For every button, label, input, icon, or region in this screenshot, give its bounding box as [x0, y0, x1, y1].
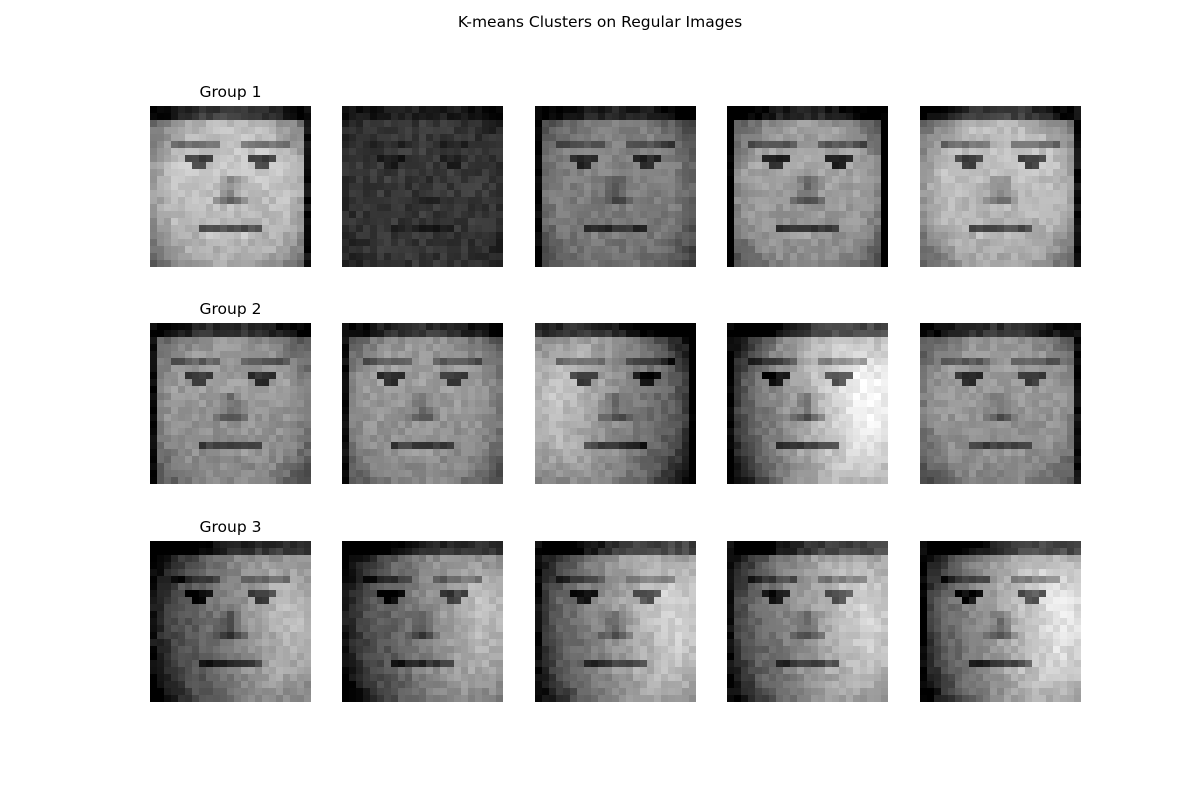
face-image [342, 106, 503, 267]
face-image [727, 541, 888, 702]
face-image [150, 323, 311, 484]
group-label: Group 1 [199, 83, 262, 101]
face-image [150, 541, 311, 702]
face-image [920, 541, 1081, 702]
figure-title: K-means Clusters on Regular Images [457, 13, 743, 31]
face-image [727, 106, 888, 267]
face-image [535, 541, 696, 702]
face-image [535, 323, 696, 484]
face-image [342, 541, 503, 702]
face-image [727, 323, 888, 484]
face-image [920, 323, 1081, 484]
face-image [535, 106, 696, 267]
face-image [150, 106, 311, 267]
face-image [920, 106, 1081, 267]
face-image [342, 323, 503, 484]
group-label: Group 3 [199, 518, 262, 536]
group-label: Group 2 [199, 300, 262, 318]
